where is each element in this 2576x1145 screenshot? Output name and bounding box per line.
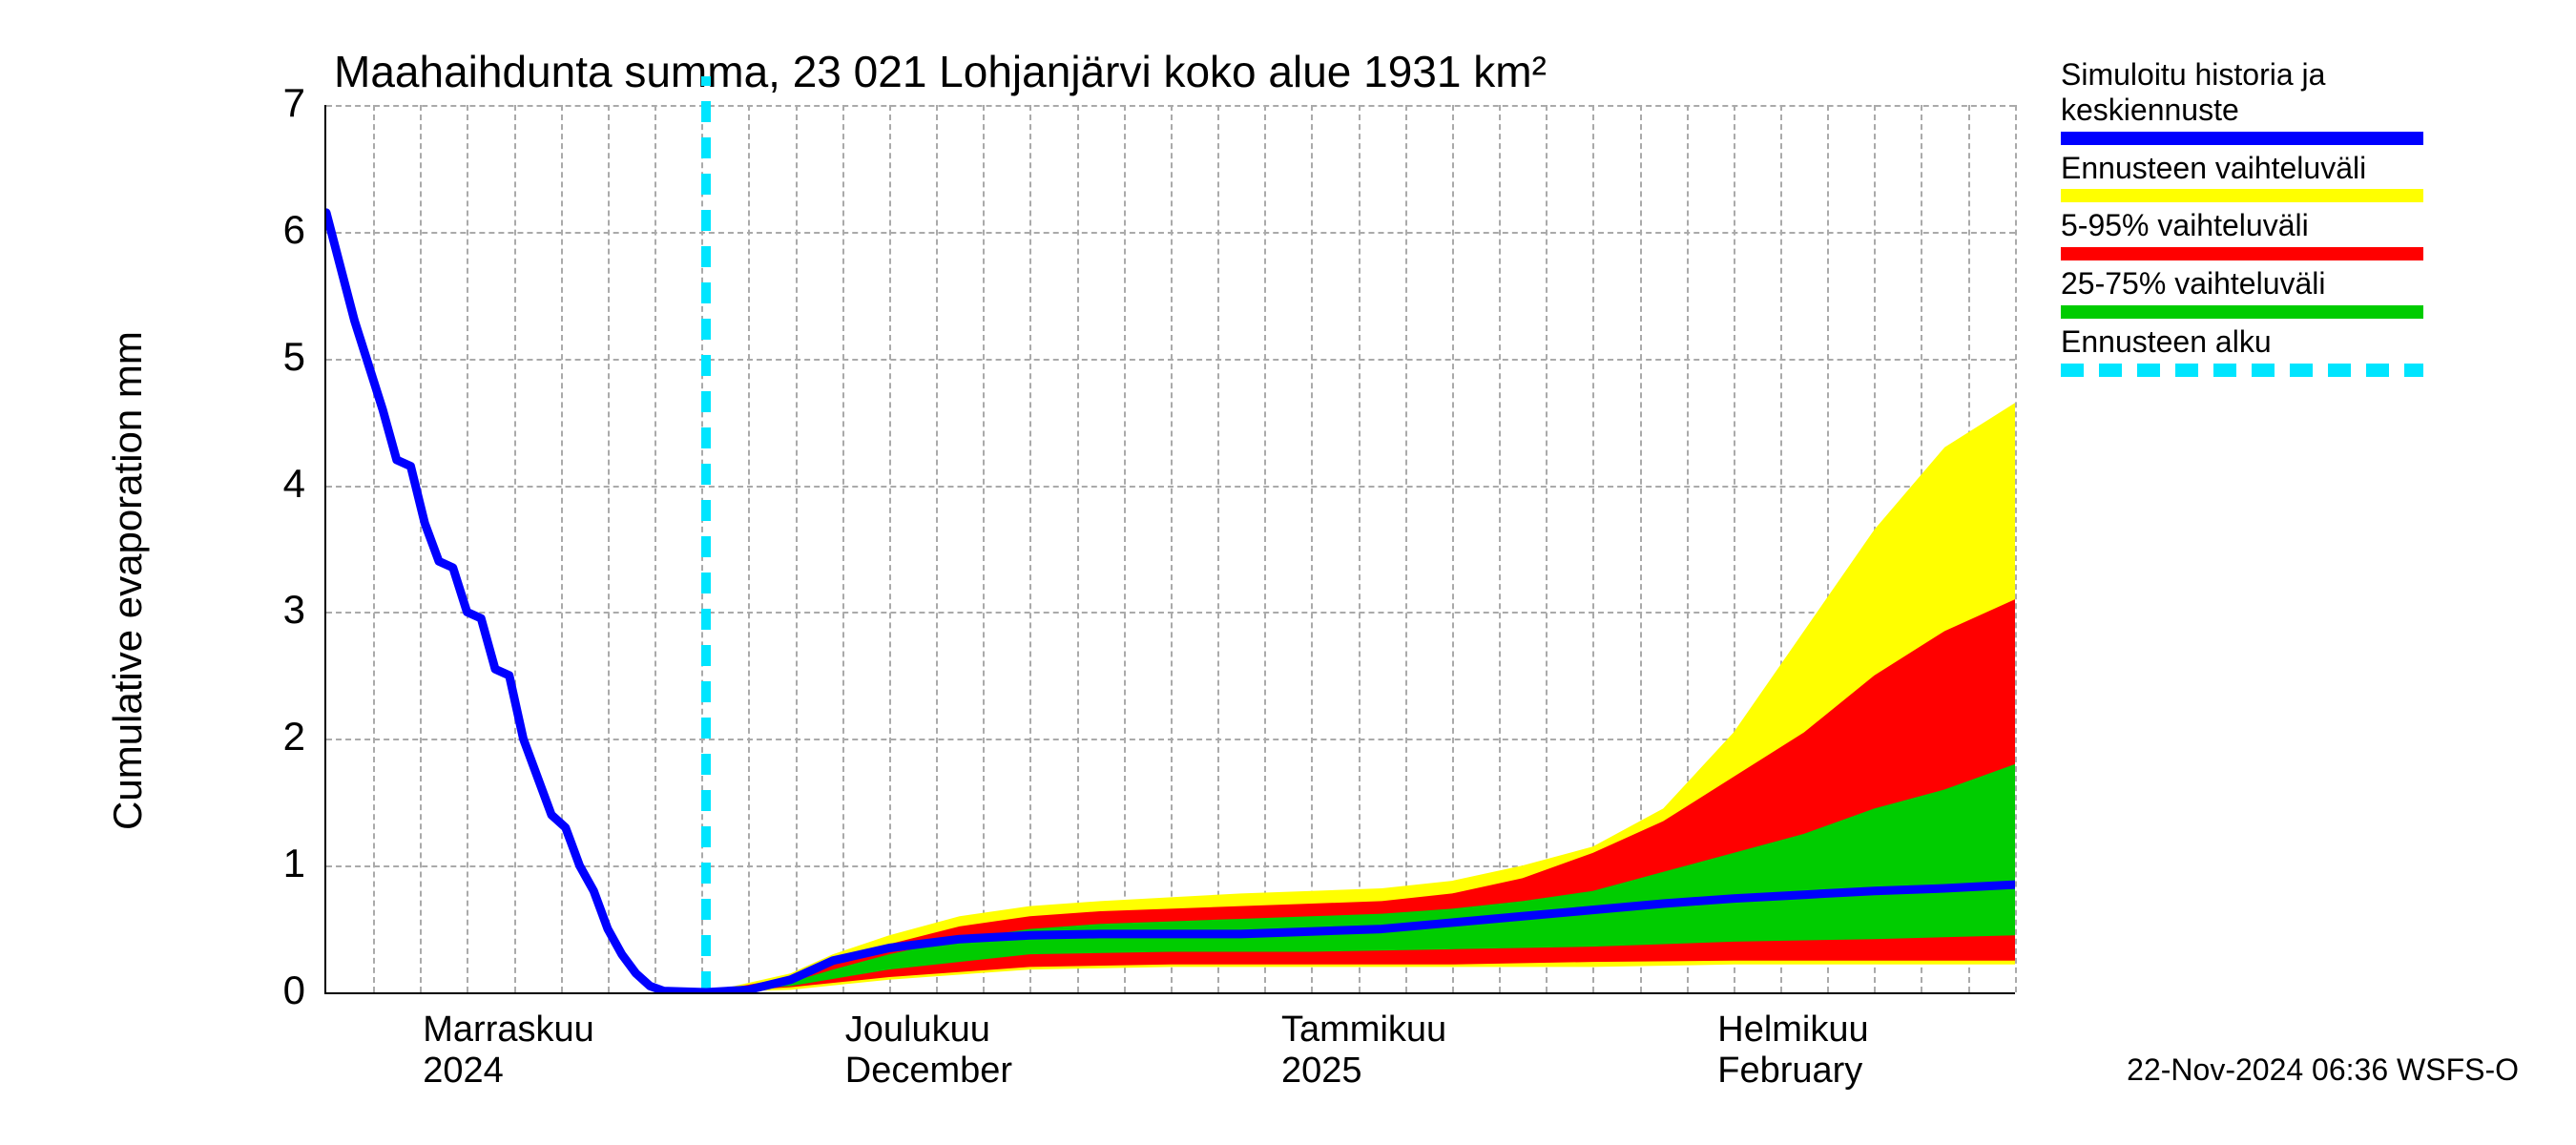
legend-item: Ennusteen vaihteluväli — [2061, 151, 2423, 203]
legend-item: 5-95% vaihteluväli — [2061, 208, 2423, 260]
legend-swatch — [2061, 247, 2423, 260]
legend-swatch — [2061, 364, 2423, 377]
footer-timestamp: 22-Nov-2024 06:36 WSFS-O — [2127, 1052, 2519, 1088]
chart-page: Maahaihdunta summa, 23 021 Lohjanjärvi k… — [0, 0, 2576, 1145]
x-tick-label: Marraskuu 2024 — [423, 1010, 594, 1092]
legend-label: Simuloitu historia ja keskiennuste — [2061, 57, 2423, 128]
legend-swatch — [2061, 189, 2423, 202]
legend-swatch — [2061, 132, 2423, 145]
chart-data-layer — [326, 105, 2015, 992]
legend-label: 25-75% vaihteluväli — [2061, 266, 2423, 302]
x-tick-label: Joulukuu December — [845, 1010, 1012, 1092]
y-tick-label: 3 — [239, 587, 305, 633]
y-tick-label: 0 — [239, 968, 305, 1013]
y-tick-label: 2 — [239, 714, 305, 760]
legend-swatch — [2061, 305, 2423, 319]
y-tick-label: 1 — [239, 841, 305, 886]
y-tick-label: 4 — [239, 461, 305, 507]
y-axis-label: Cumulative evaporation mm — [105, 331, 151, 830]
legend: Simuloitu historia ja keskiennuste Ennust… — [2061, 57, 2423, 383]
legend-item: 25-75% vaihteluväli — [2061, 266, 2423, 319]
plot-area — [324, 105, 2015, 994]
legend-label: Ennusteen alku — [2061, 324, 2423, 360]
legend-item: Simuloitu historia ja keskiennuste — [2061, 57, 2423, 145]
legend-label: Ennusteen vaihteluväli — [2061, 151, 2423, 186]
x-tick-label: Helmikuu February — [1717, 1010, 1868, 1092]
legend-label: 5-95% vaihteluväli — [2061, 208, 2423, 243]
legend-item: Ennusteen alku — [2061, 324, 2423, 377]
chart-title: Maahaihdunta summa, 23 021 Lohjanjärvi k… — [334, 46, 1547, 97]
y-tick-label: 7 — [239, 80, 305, 126]
x-tick-label: Tammikuu 2025 — [1281, 1010, 1446, 1092]
y-tick-label: 5 — [239, 334, 305, 380]
y-tick-label: 6 — [239, 207, 305, 253]
gridline-vertical — [2015, 105, 2017, 992]
